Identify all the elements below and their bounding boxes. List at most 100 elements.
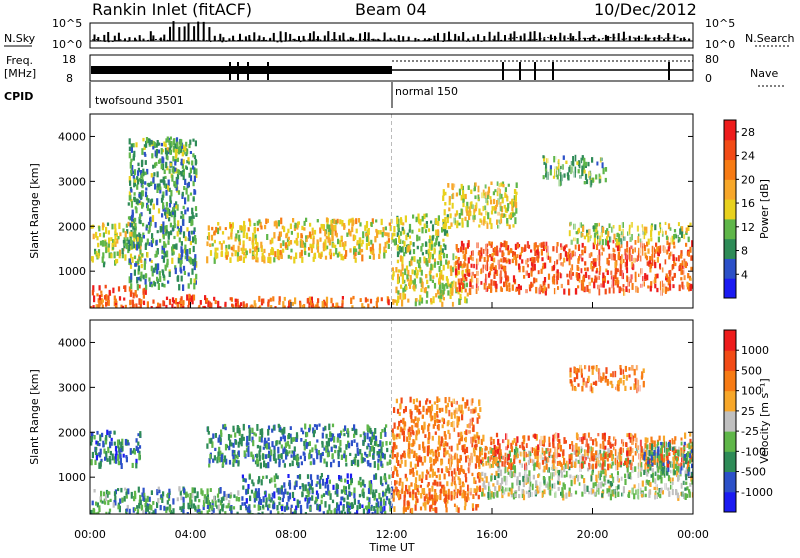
heatmap-cell	[94, 489, 96, 493]
heatmap-cell	[398, 433, 400, 438]
heatmap-cell	[429, 495, 431, 501]
heatmap-cell	[436, 411, 438, 416]
heatmap-cell	[193, 197, 195, 201]
heatmap-cell	[608, 254, 610, 259]
heatmap-cell	[149, 497, 151, 502]
heatmap-cell	[368, 502, 370, 509]
heatmap-cell	[193, 215, 195, 219]
heatmap-cell	[464, 506, 466, 510]
heatmap-cell	[496, 200, 498, 207]
heatmap-cell	[515, 260, 517, 266]
heatmap-cell	[411, 449, 413, 454]
heatmap-cell	[567, 252, 569, 258]
heatmap-cell	[300, 505, 302, 512]
heatmap-cell	[422, 252, 424, 255]
heatmap-cell	[595, 277, 597, 282]
heatmap-cell	[380, 461, 382, 467]
heatmap-cell	[242, 478, 244, 482]
heatmap-cell	[245, 489, 247, 494]
heatmap-cell	[339, 433, 341, 438]
heatmap-cell	[426, 291, 428, 298]
heatmap-cell	[337, 505, 339, 510]
heatmap-cell	[347, 495, 349, 500]
heatmap-cell	[128, 202, 130, 205]
heatmap-cell	[280, 250, 282, 255]
heatmap-cell	[111, 438, 113, 441]
heatmap-cell	[99, 295, 101, 300]
heatmap-cell	[442, 248, 444, 253]
heatmap-cell	[328, 232, 330, 237]
heatmap-cell	[309, 297, 311, 301]
heatmap-cell	[197, 491, 199, 498]
heatmap-cell	[117, 454, 119, 461]
heatmap-cell	[332, 235, 334, 240]
heatmap-cell	[452, 203, 454, 209]
heatmap-cell	[380, 506, 382, 512]
heatmap-cell	[129, 232, 131, 238]
heatmap-cell	[129, 258, 131, 263]
freq-unit: [MHz]	[4, 67, 36, 80]
heatmap-cell	[357, 452, 359, 456]
heatmap-cell	[465, 437, 467, 443]
heatmap-cell	[533, 278, 535, 284]
heatmap-cell	[428, 228, 430, 232]
heatmap-cell	[380, 230, 382, 234]
heatmap-cell	[246, 233, 248, 240]
heatmap-cell	[280, 243, 282, 248]
heatmap-cell	[518, 486, 520, 491]
heatmap-cell	[188, 273, 190, 277]
heatmap-cell	[157, 171, 159, 177]
heatmap-cell	[212, 243, 214, 246]
heatmap-cell	[424, 502, 426, 508]
heatmap-cell	[422, 462, 424, 466]
heatmap-cell	[173, 138, 175, 144]
heatmap-cell	[502, 184, 504, 187]
heatmap-cell	[383, 476, 385, 480]
heatmap-cell	[576, 231, 578, 234]
heatmap-cell	[433, 296, 435, 303]
heatmap-cell	[594, 238, 596, 245]
heatmap-cell	[221, 456, 223, 462]
heatmap-cell	[373, 506, 375, 511]
heatmap-cell	[419, 475, 421, 482]
heatmap-cell	[235, 303, 237, 307]
heatmap-cell	[175, 243, 177, 249]
heatmap-cell	[519, 480, 521, 485]
heatmap-cell	[284, 463, 286, 468]
heatmap-cell	[182, 284, 184, 291]
heatmap-cell	[167, 240, 169, 245]
heatmap-cell	[543, 489, 545, 494]
heatmap-cell	[460, 410, 462, 413]
heatmap-cell	[306, 442, 308, 447]
heatmap-cell	[537, 249, 539, 255]
heatmap-cell	[171, 258, 173, 264]
heatmap-cell	[421, 227, 423, 233]
heatmap-cell	[304, 251, 306, 255]
heatmap-cell	[443, 487, 445, 493]
heatmap-cell	[492, 253, 494, 257]
heatmap-cell	[234, 432, 236, 437]
heatmap-cell	[159, 187, 161, 190]
heatmap-cell	[384, 432, 386, 437]
heatmap-cell	[152, 146, 154, 149]
heatmap-cell	[392, 239, 394, 242]
heatmap-cell	[251, 428, 253, 433]
heatmap-cell	[364, 458, 366, 462]
heatmap-cell	[140, 220, 142, 224]
heatmap-cell	[427, 484, 429, 487]
heatmap-cell	[401, 489, 403, 494]
heatmap-cell	[272, 493, 274, 497]
heatmap-cell	[288, 255, 290, 259]
heatmap-cell	[416, 217, 418, 223]
heatmap-cell	[337, 450, 339, 456]
heatmap-cell	[658, 231, 660, 235]
heatmap-cell	[424, 434, 426, 438]
heatmap-cell	[408, 443, 410, 449]
heatmap-cell	[114, 239, 116, 244]
heatmap-cell	[99, 299, 101, 306]
heatmap-cell	[515, 446, 517, 450]
heatmap-cell	[182, 219, 184, 226]
heatmap-cell	[323, 243, 325, 248]
heatmap-cell	[289, 463, 291, 467]
heatmap-cell	[166, 202, 168, 207]
